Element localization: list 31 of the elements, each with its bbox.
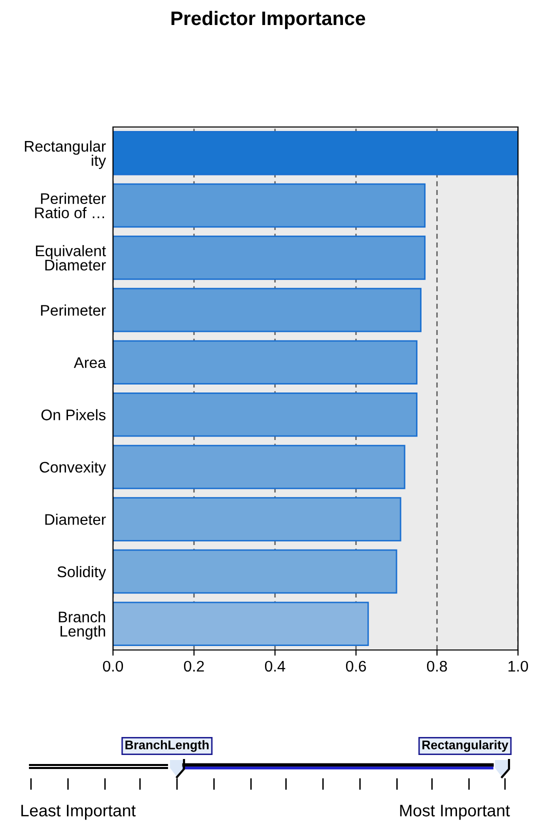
bar bbox=[113, 183, 426, 228]
bar bbox=[113, 497, 402, 542]
text: Most Important bbox=[400, 804, 510, 820]
y-tick-label: Diameter bbox=[45, 514, 106, 525]
bar bbox=[113, 392, 418, 437]
bar bbox=[113, 340, 418, 384]
text: Least Important bbox=[21, 804, 136, 820]
bar bbox=[113, 288, 422, 332]
y-tick-label: Perimeter Ratio of … bbox=[35, 192, 106, 218]
y-tick-label: Branch Length bbox=[58, 611, 106, 640]
bar bbox=[113, 131, 518, 176]
x-tick-label: 0.6 bbox=[346, 660, 366, 672]
y-tick-label: Perimeter bbox=[41, 304, 106, 316]
x-tick-label: 0.2 bbox=[184, 660, 204, 672]
x-tick-label: 0.4 bbox=[264, 660, 286, 672]
bar bbox=[113, 444, 406, 490]
y-tick-label: Area bbox=[74, 357, 106, 368]
bar bbox=[113, 236, 426, 280]
x-tick-label: 1.0 bbox=[508, 660, 528, 672]
x-tick-label: 0.0 bbox=[102, 660, 124, 672]
text: Rectangularity bbox=[422, 740, 508, 752]
y-tick-label: On Pixels bbox=[41, 409, 106, 420]
y-tick-label: Equivalent Diameter bbox=[36, 245, 106, 271]
bar bbox=[113, 602, 369, 646]
text: BranchLength bbox=[125, 740, 209, 752]
y-tick-label: Solidity bbox=[58, 566, 106, 580]
y-tick-label: Convexity bbox=[40, 461, 106, 476]
bar bbox=[113, 549, 398, 594]
x-tick-label: 0.8 bbox=[426, 660, 447, 672]
y-tick-label: Rectangular ity bbox=[24, 140, 106, 169]
chart-title: Predictor Importance bbox=[172, 10, 366, 30]
